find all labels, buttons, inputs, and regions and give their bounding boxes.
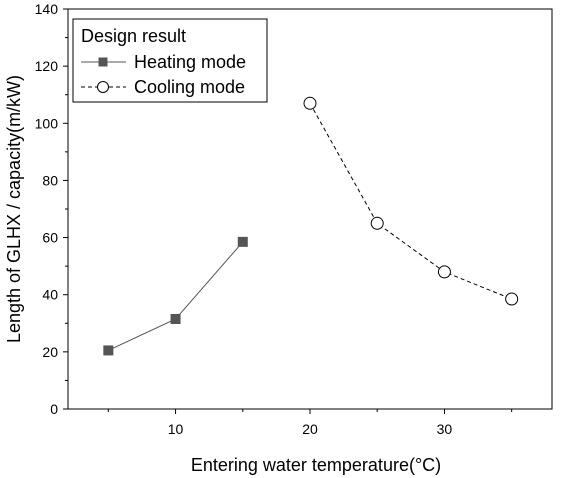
y-axis-ticks: 0 20 40 60 80 100 120 140	[35, 1, 68, 417]
y-axis-title: Length of GLHX / capacity(m/kW)	[4, 75, 24, 343]
data-point	[303, 96, 317, 110]
series-layer	[103, 96, 519, 356]
data-point	[237, 236, 248, 247]
data-point	[103, 345, 114, 356]
data-point	[505, 292, 519, 306]
y-tick-label: 60	[42, 230, 58, 246]
series-line-1	[309, 103, 512, 300]
series-line-0	[108, 241, 244, 351]
legend-title: Design result	[81, 26, 186, 46]
y-tick-label: 20	[42, 344, 58, 360]
data-point	[170, 314, 181, 324]
y-tick-label: 120	[35, 58, 59, 74]
legend-cooling-label: Cooling mode	[134, 77, 245, 97]
y-tick-label: 100	[35, 115, 59, 131]
legend: Design result Heating mode Cooling mode	[72, 18, 268, 103]
x-tick-label: 30	[437, 421, 453, 437]
y-tick-label: 80	[42, 172, 58, 188]
x-tick-label: 10	[168, 421, 184, 437]
y-tick-label: 140	[35, 1, 59, 17]
legend-heating-label: Heating mode	[134, 52, 246, 72]
y-tick-label: 0	[50, 401, 58, 417]
legend-cooling-marker	[97, 81, 109, 93]
legend-heating-marker	[98, 57, 108, 67]
data-point	[370, 216, 384, 230]
x-axis-ticks: 10 20 30	[107, 409, 513, 437]
x-axis-title: Entering water temperature(°C)	[191, 455, 441, 475]
x-tick-label: 20	[302, 421, 318, 437]
data-point	[437, 265, 451, 279]
y-tick-label: 40	[42, 287, 58, 303]
